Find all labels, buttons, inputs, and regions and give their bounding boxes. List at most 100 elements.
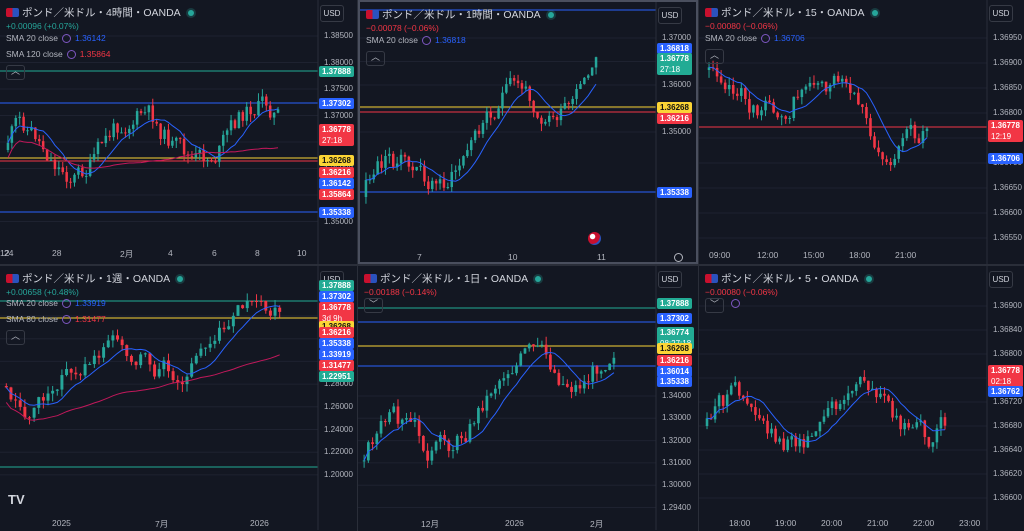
y-axis-tick-label: 1.36720 (993, 397, 1022, 406)
candle-body (612, 357, 616, 364)
candle-body (889, 161, 892, 166)
chart-panel-1h[interactable]: ポンド／米ドル・1時間・OANDA −0.00078 (−0.06%) SMA … (358, 0, 698, 264)
currency-button[interactable]: USD (989, 5, 1013, 22)
currency-button[interactable]: USD (989, 271, 1013, 288)
candle-body (405, 418, 408, 420)
candle-body (231, 315, 235, 327)
candle-body (241, 112, 245, 121)
indicator-settings[interactable] (731, 299, 740, 308)
candle-body (826, 408, 830, 417)
x-axis-tick-label: 11 (597, 252, 606, 262)
countdown-label: 27:18 (322, 136, 343, 145)
collapse-legend-button[interactable]: ﹀ (364, 298, 383, 313)
price-tag: 1.31477 (319, 360, 354, 371)
indicator-sma20[interactable]: SMA 20 close 1.36818 (366, 35, 466, 45)
collapse-legend-button[interactable]: ︿ (6, 65, 25, 80)
currency-button[interactable]: USD (658, 271, 682, 288)
candle-body (780, 116, 783, 118)
x-axis-tick-label: 18:00 (849, 250, 871, 260)
candle-body (776, 112, 779, 118)
countdown-label: 27:18 (660, 65, 681, 74)
candle-body (426, 450, 429, 461)
chart-panel-1d[interactable]: ポンド／米ドル・1日・OANDA −0.00188 (−0.14%) ﹀ USD… (358, 266, 698, 531)
candle-body (528, 86, 531, 101)
indicator-settings-icon[interactable] (731, 299, 740, 308)
candle-body (523, 348, 527, 354)
collapse-legend-button[interactable]: ︿ (6, 330, 25, 345)
candle-body (879, 393, 882, 398)
candles-area[interactable] (699, 266, 1024, 531)
candle-body (442, 179, 446, 188)
indicator-settings-icon[interactable] (61, 33, 71, 43)
candle-body (863, 377, 866, 381)
candle-body (927, 437, 931, 447)
candle-body (931, 442, 935, 447)
candle-body (493, 388, 497, 394)
symbol-title[interactable]: ポンド／米ドル・4時間・OANDA (6, 5, 194, 20)
candle-body (497, 108, 500, 119)
collapse-legend-button[interactable]: ﹀ (705, 298, 724, 313)
collapse-legend-button[interactable]: ︿ (366, 51, 385, 66)
candle-body (447, 440, 451, 451)
price-tag: 1.35338 (319, 207, 354, 218)
candle-body (608, 363, 612, 371)
symbol-title[interactable]: ポンド／米ドル・1時間・OANDA (366, 7, 554, 22)
sma-line (706, 387, 946, 443)
indicator-sma20[interactable]: SMA 20 close 1.36706 (705, 33, 805, 43)
candle-body (707, 67, 711, 70)
symbol-title[interactable]: ポンド／米ドル・1日・OANDA (364, 271, 542, 286)
tradingview-logo[interactable]: TV (8, 492, 25, 507)
candle-body (502, 378, 506, 381)
indicator-sma120[interactable]: SMA 120 close 1.35864 (6, 49, 111, 59)
candle-body (582, 381, 586, 389)
sma-line (5, 305, 280, 406)
candles-area[interactable] (360, 2, 698, 264)
candle-body (762, 418, 765, 421)
indicator-sma80[interactable]: SMA 80 close 1.31477 (6, 314, 106, 324)
chart-panel-15m[interactable]: ポンド／米ドル・15・OANDA −0.00080 (−0.06%) SMA 2… (699, 0, 1024, 264)
candle-body (155, 121, 158, 124)
candles-area[interactable] (358, 266, 698, 531)
candle-body (800, 89, 804, 98)
candle-body (55, 389, 59, 391)
candle-body (905, 129, 909, 139)
symbol-title[interactable]: ポンド／米ドル・1週・OANDA (6, 271, 184, 286)
candles-area[interactable] (699, 0, 1024, 264)
divider[interactable] (0, 264, 1024, 266)
chart-settings-icon[interactable] (674, 253, 683, 262)
candles-area[interactable] (0, 0, 357, 264)
indicator-sma20[interactable]: SMA 20 close 1.33919 (6, 298, 106, 308)
indicator-settings-icon[interactable] (61, 298, 71, 308)
sma-line (363, 351, 615, 461)
candle-body (415, 166, 418, 171)
candle-body (422, 435, 425, 451)
symbol-title[interactable]: ポンド／米ドル・5・OANDA (705, 271, 872, 286)
candle-body (911, 427, 915, 429)
indicator-settings-icon[interactable] (66, 49, 76, 59)
indicator-settings-icon[interactable] (61, 314, 71, 324)
currency-button[interactable]: USD (658, 7, 682, 24)
currency-button[interactable]: USD (320, 5, 344, 22)
candle-body (245, 301, 249, 309)
collapse-legend-button[interactable]: ︿ (705, 49, 724, 64)
candle-body (34, 127, 37, 140)
chart-panel-4h[interactable]: ポンド／米ドル・4時間・OANDA +0.00096 (+0.07%) SMA … (0, 0, 357, 264)
price-tag: 1.36778 02:18 (988, 365, 1023, 387)
candle-body (512, 78, 516, 81)
indicator-settings-icon[interactable] (760, 33, 770, 43)
candle-body (861, 104, 864, 108)
indicator-sma20[interactable]: SMA 20 close 1.36142 (6, 33, 106, 43)
candle-body (935, 428, 939, 443)
candle-body (388, 412, 391, 423)
chart-panel-1w[interactable]: ポンド／米ドル・1週・OANDA +0.00658 (+0.48%) SMA 2… (0, 266, 357, 531)
price-change: −0.00080 (−0.06%) (705, 21, 778, 31)
y-axis-tick-label: 1.37000 (662, 33, 691, 42)
candle-body (69, 181, 72, 183)
candles-area[interactable] (0, 266, 357, 531)
indicator-settings-icon[interactable] (421, 35, 431, 45)
us-event-flag-icon[interactable] (588, 232, 601, 245)
candle-body (388, 153, 391, 156)
symbol-title[interactable]: ポンド／米ドル・15・OANDA (705, 5, 878, 20)
chart-panel-5m[interactable]: ポンド／米ドル・5・OANDA −0.00080 (−0.06%) ﹀ USD 1… (699, 266, 1024, 531)
price-change: −0.00188 (−0.14%) (364, 287, 437, 297)
